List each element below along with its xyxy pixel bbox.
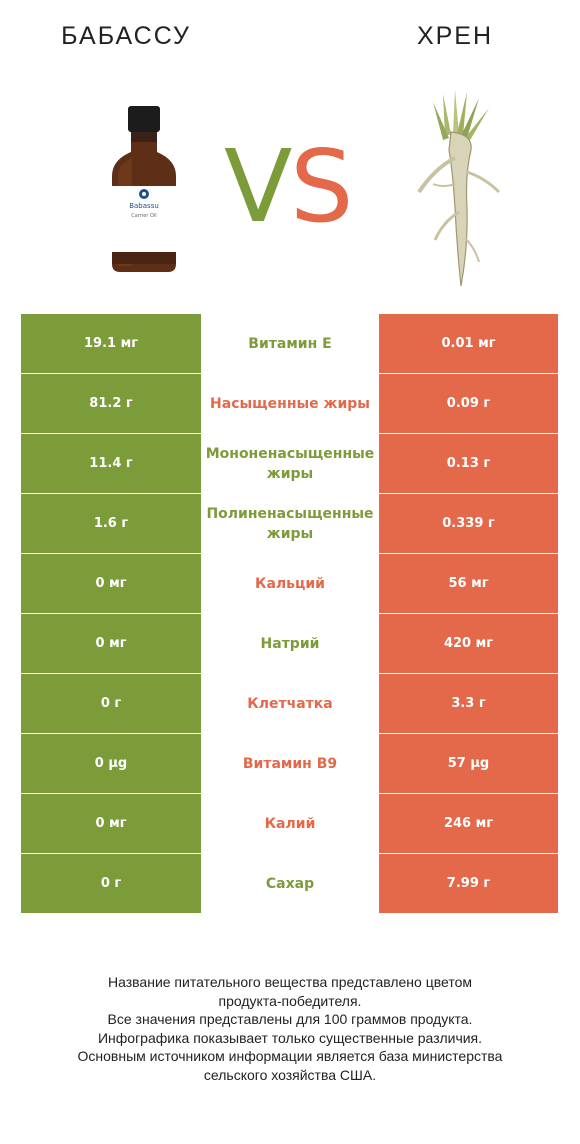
nutrient-name: Мононенасыщенные жиры xyxy=(205,445,375,482)
footer-line: Основным источником информации является … xyxy=(77,1048,503,1064)
footer-notes: Название питательного вещества представл… xyxy=(20,973,560,1084)
horseradish-root-image xyxy=(417,90,501,287)
left-value-cell: 0 мг xyxy=(21,614,201,673)
table-row: 0 мг Калий 246 мг xyxy=(21,794,558,853)
right-value-cell: 0.339 г xyxy=(379,494,558,553)
nutrient-name: Сахар xyxy=(265,875,315,892)
footer-line: Инфографика показывает только существенн… xyxy=(97,1029,483,1046)
bottle-label-brand: Babassu xyxy=(129,202,159,210)
right-value-cell: 7.99 г xyxy=(379,854,558,913)
nutrient-name: Полиненасыщенные жиры xyxy=(206,505,374,542)
footer-line: Все значения представлены для 100 граммо… xyxy=(107,1011,473,1027)
table-row: 0 мг Кальций 56 мг xyxy=(21,554,558,613)
nutrient-name-cell: Натрий xyxy=(201,614,379,673)
nutrient-name: Клетчатка xyxy=(247,695,333,712)
bottle-label-sub: Carrier Oil xyxy=(131,213,156,219)
left-product-title: БАБАССУ xyxy=(61,22,191,50)
right-product-title: ХРЕН xyxy=(416,22,494,50)
nutrient-name-cell: Насыщенные жиры xyxy=(201,374,379,433)
left-value-cell: 0 мг xyxy=(21,554,201,613)
nutrient-name-cell: Мононенасыщенные жиры xyxy=(201,434,379,493)
vs-label: V S xyxy=(218,132,358,242)
left-value-cell: 19.1 мг xyxy=(21,314,201,373)
right-value-cell: 246 мг xyxy=(379,794,558,853)
left-value-cell: 0 мг xyxy=(21,794,201,853)
table-row: 81.2 г Насыщенные жиры 0.09 г xyxy=(21,374,558,433)
nutrient-name-cell: Сахар xyxy=(201,854,379,913)
left-value-cell: 0 г xyxy=(21,674,201,733)
right-value-cell: 57 µg xyxy=(379,734,558,793)
left-value-cell: 1.6 г xyxy=(21,494,201,553)
nutrient-name: Кальций xyxy=(255,575,325,592)
nutrient-name: Витамин E xyxy=(248,335,332,352)
nutrient-comparison-table: 19.1 мг Витамин E 0.01 мг 81.2 г Насыщенные … xyxy=(21,314,558,914)
nutrient-name-cell: Калий xyxy=(201,794,379,853)
left-value-cell: 0 µg xyxy=(21,734,201,793)
table-row: 11.4 г Мононенасыщенные жиры 0.13 г xyxy=(21,434,558,493)
footer-line: сельского хозяйства США. xyxy=(203,1066,377,1083)
vs-s: S xyxy=(290,128,354,245)
table-row: 0 мг Натрий 420 мг xyxy=(21,614,558,673)
nutrient-name-cell: Витамин B9 xyxy=(201,734,379,793)
table-row: 0 г Сахар 7.99 г xyxy=(21,854,558,913)
footer-line: продукта-победителя. xyxy=(218,992,362,1009)
table-row: 0 µg Витамин B9 57 µg xyxy=(21,734,558,793)
right-value-cell: 0.01 мг xyxy=(379,314,558,373)
nutrient-name-cell: Клетчатка xyxy=(201,674,379,733)
nutrient-name-cell: Полиненасыщенные жиры xyxy=(201,494,379,553)
table-row: 19.1 мг Витамин E 0.01 мг xyxy=(21,314,558,373)
right-value-cell: 56 мг xyxy=(379,554,558,613)
right-value-cell: 0.09 г xyxy=(379,374,558,433)
vs-v: V xyxy=(224,128,293,245)
right-value-cell: 0.13 г xyxy=(379,434,558,493)
nutrient-name: Калий xyxy=(264,815,316,832)
nutrient-name: Витамин B9 xyxy=(242,755,338,772)
left-value-cell: 0 г xyxy=(21,854,201,913)
nutrient-name: Насыщенные жиры xyxy=(210,395,370,412)
table-row: 1.6 г Полиненасыщенные жиры 0.339 г xyxy=(21,494,558,553)
right-value-cell: 3.3 г xyxy=(379,674,558,733)
babassu-oil-bottle-image: Babassu Carrier Oil xyxy=(112,106,176,272)
left-value-cell: 81.2 г xyxy=(21,374,201,433)
nutrient-name-cell: Кальций xyxy=(201,554,379,613)
table-row: 0 г Клетчатка 3.3 г xyxy=(21,674,558,733)
right-value-cell: 420 мг xyxy=(379,614,558,673)
left-value-cell: 11.4 г xyxy=(21,434,201,493)
footer-line: Название питательного вещества представл… xyxy=(107,974,473,990)
nutrient-name-cell: Витамин E xyxy=(201,314,379,373)
nutrient-name: Натрий xyxy=(260,635,320,652)
